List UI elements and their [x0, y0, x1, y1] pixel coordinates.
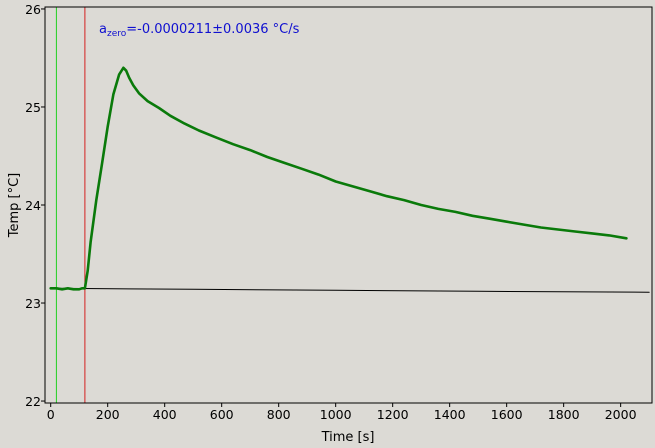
- x-tick-label: 1600: [491, 407, 523, 422]
- x-tick-label: 600: [210, 407, 234, 422]
- y-tick-label: 22: [25, 394, 41, 409]
- x-tick-label: 800: [267, 407, 291, 422]
- x-tick-label: 1200: [377, 407, 409, 422]
- x-tick-label: 200: [96, 407, 120, 422]
- baseline-line: [50, 287, 650, 293]
- annotation-symbol: a: [99, 22, 107, 37]
- x-tick-label: 1800: [548, 407, 580, 422]
- measurement-line: [49, 66, 628, 291]
- annotation-azero: azero=-0.0000211±0.0036 °C/s: [99, 22, 300, 39]
- y-tick-label: 26: [25, 2, 41, 17]
- y-tick-label: 23: [25, 296, 41, 311]
- x-tick-label: 400: [153, 407, 177, 422]
- annotation-value: =-0.0000211±0.0036 °C/s: [126, 22, 299, 37]
- x-axis-label: Time [s]: [321, 430, 375, 445]
- x-tick-label: 1000: [320, 407, 352, 422]
- x-tick-label: 2000: [605, 407, 637, 422]
- y-tick-label: 25: [25, 100, 41, 115]
- x-tick-label: 0: [47, 407, 55, 422]
- y-tick-label: 24: [25, 198, 41, 213]
- annotation-subscript: zero: [107, 29, 127, 39]
- x-tick-label: 1400: [434, 407, 466, 422]
- y-axis-label: Temp [°C]: [7, 173, 22, 239]
